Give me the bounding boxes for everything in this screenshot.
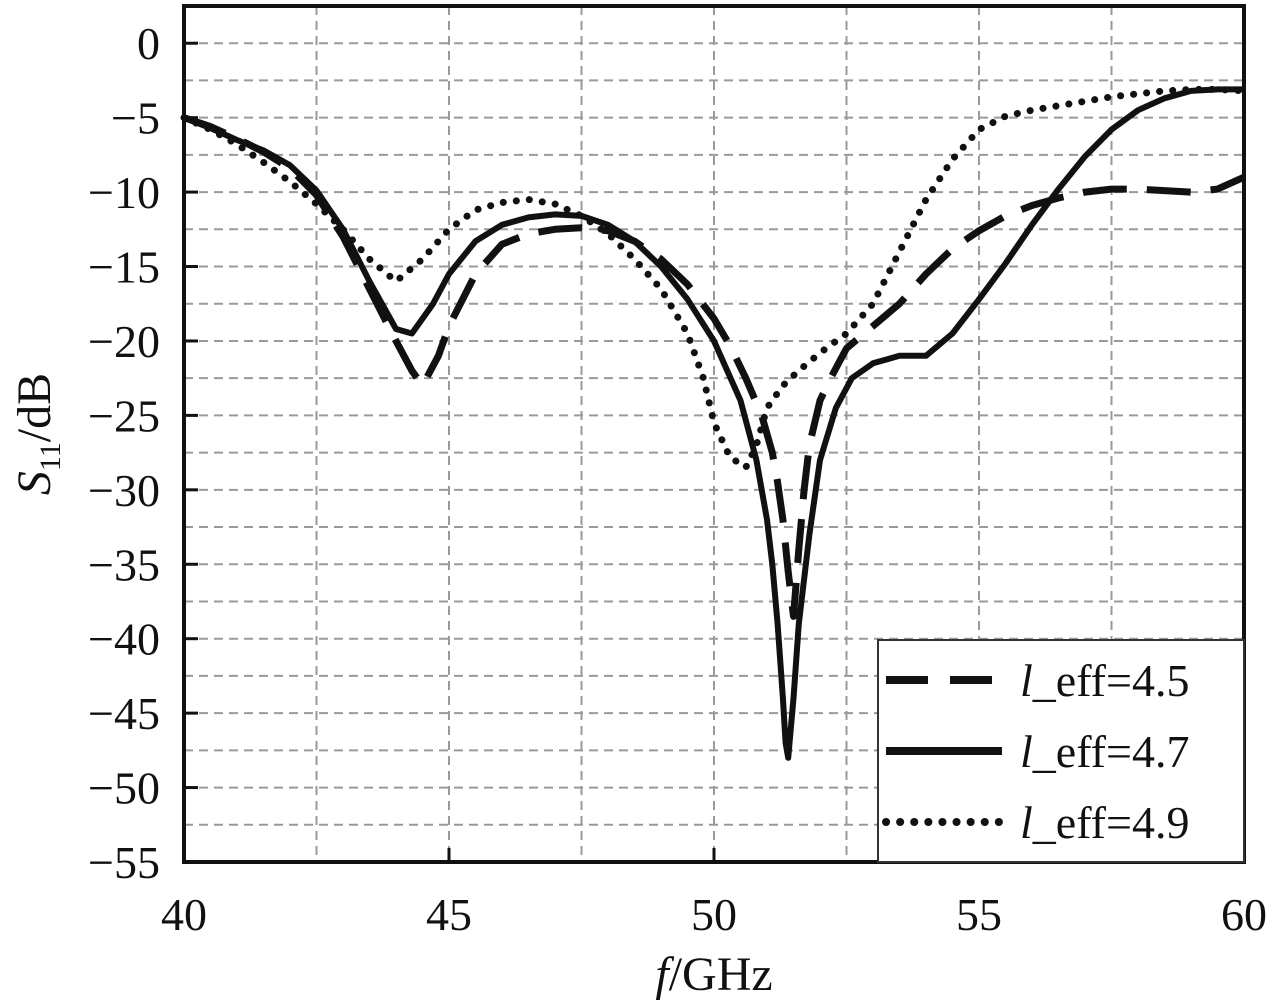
x-tick-label: 45 — [426, 889, 472, 940]
y-tick-label: −15 — [88, 242, 160, 293]
y-tick-label: −55 — [88, 837, 160, 888]
x-ticks: 40 45 50 55 60 — [161, 848, 1267, 940]
x-tick-label: 55 — [956, 889, 1002, 940]
x-tick-label: 50 — [691, 889, 737, 940]
y-axis-label: S11/dB — [8, 373, 67, 495]
legend-label-leff-4-7: l_eff=4.7 — [1020, 726, 1189, 777]
series-line-l-eff-4-7 — [182, 86, 1244, 761]
x-tick-label: 40 — [161, 889, 207, 940]
x-tick-label: 60 — [1221, 889, 1267, 940]
y-tick-label: −50 — [88, 763, 160, 814]
y-tick-label: −25 — [88, 390, 160, 441]
y-tick-label: −20 — [88, 316, 160, 367]
series-layer — [180, 85, 1248, 761]
legend-label-leff-4-5: l_eff=4.5 — [1020, 655, 1189, 706]
series-line-l-eff-4-9 — [180, 85, 1248, 471]
legend: l_eff=4.5 l_eff=4.7 l_eff=4.9 — [877, 639, 1245, 863]
grid — [184, 6, 1244, 862]
legend-label-leff-4-9: l_eff=4.9 — [1020, 797, 1189, 848]
y-tick-label: 0 — [137, 18, 160, 69]
y-tick-label: −40 — [88, 614, 160, 665]
y-tick-label: −5 — [111, 93, 160, 144]
y-tick-label: −35 — [88, 539, 160, 590]
y-tick-label: −45 — [88, 688, 160, 739]
y-tick-label: −30 — [88, 465, 160, 516]
y-ticks: 0 −5 −10 −15 −20 −25 −30 −35 −40 −45 −50 −55 — [88, 18, 198, 888]
y-tick-label: −10 — [88, 167, 160, 218]
x-axis-label: f/GHz — [655, 948, 772, 1001]
series-line-l-eff-4-5 — [182, 114, 1246, 620]
